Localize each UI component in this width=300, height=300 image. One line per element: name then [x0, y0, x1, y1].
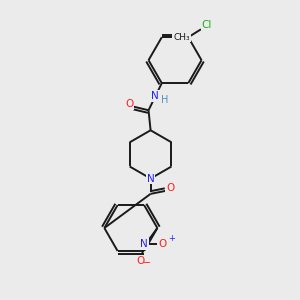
Text: N: N	[151, 91, 159, 101]
Text: O: O	[125, 99, 134, 110]
Text: +: +	[168, 234, 175, 243]
Text: Cl: Cl	[201, 20, 212, 31]
Text: CH₃: CH₃	[173, 33, 190, 42]
Text: −: −	[143, 258, 151, 268]
Text: N: N	[140, 239, 148, 249]
Text: O: O	[136, 256, 145, 266]
Text: O: O	[166, 183, 174, 193]
Text: O: O	[158, 239, 167, 249]
Text: N: N	[147, 174, 154, 184]
Text: H: H	[161, 95, 168, 105]
